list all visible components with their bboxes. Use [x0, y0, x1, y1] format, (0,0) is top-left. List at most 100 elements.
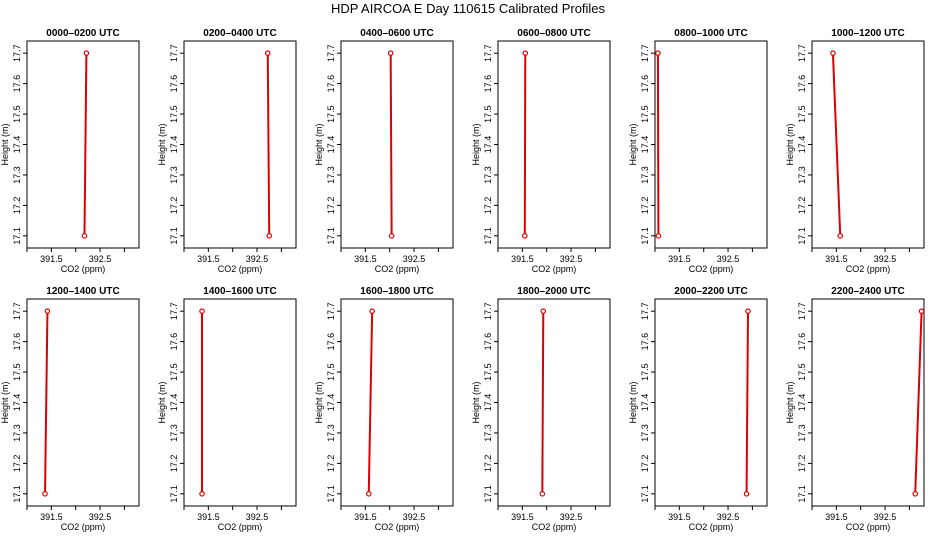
y-tick-label: 17.4	[797, 394, 807, 412]
x-axis-label: CO2 (ppm)	[218, 522, 263, 532]
y-tick-label: 17.6	[326, 75, 336, 93]
y-axis-label: Height (m)	[157, 381, 167, 423]
y-axis-label: Height (m)	[314, 123, 324, 165]
y-tick-label: 17.1	[640, 227, 650, 245]
y-tick-label: 17.7	[797, 44, 807, 62]
profile-panel: 0400–0600 UTC 391.5 392.5 17.1 17.2 17.3 17.4 1…	[314, 28, 454, 274]
data-point	[199, 308, 205, 314]
y-tick-label: 17.2	[483, 455, 493, 473]
y-tick-label: 17.3	[797, 424, 807, 442]
x-tick-label: 391.5	[40, 512, 63, 522]
profile-panel: 2000–2200 UTC 391.5 392.5 17.1 17.2 17.3 17.4 1…	[628, 286, 768, 532]
y-tick-label: 17.1	[797, 227, 807, 245]
x-tick-label: 392.5	[560, 254, 583, 264]
plot-frame	[340, 40, 454, 249]
y-tick-label: 17.6	[483, 333, 493, 351]
page-title: HDP AIRCOA E Day 110615 Calibrated Profi…	[330, 1, 606, 16]
data-point	[369, 308, 375, 314]
profile-line	[745, 311, 750, 494]
profile-panel: 1200–1400 UTC 391.5 392.5 17.1 17.2 17.3 17.4 1…	[0, 286, 140, 532]
x-axis-label: CO2 (ppm)	[61, 264, 106, 274]
y-tick-label: 17.7	[326, 44, 336, 62]
y-tick-label: 17.6	[483, 75, 493, 93]
x-tick-label: 392.5	[246, 254, 269, 264]
x-tick-label: 391.5	[825, 512, 848, 522]
profile-panel: 1400–1600 UTC 391.5 392.5 17.1 17.2 17.3 17.4 1…	[157, 286, 297, 532]
x-axis-label: CO2 (ppm)	[689, 522, 734, 532]
y-tick-label: 17.2	[797, 197, 807, 215]
x-tick-label: 391.5	[40, 254, 63, 264]
x-axis-label: CO2 (ppm)	[218, 264, 263, 274]
profile-line	[83, 53, 88, 236]
y-tick-label: 17.6	[12, 75, 22, 93]
panel-title: 2200–2400 UTC	[831, 286, 904, 297]
y-tick-label: 17.7	[12, 302, 22, 320]
x-axis-label: CO2 (ppm)	[375, 264, 420, 274]
x-tick-label: 392.5	[717, 254, 740, 264]
y-tick-label: 17.1	[483, 227, 493, 245]
x-tick-label: 392.5	[874, 512, 897, 522]
y-tick-label: 17.4	[640, 394, 650, 412]
y-tick-label: 17.2	[12, 455, 22, 473]
x-tick-label: 391.5	[511, 254, 534, 264]
x-tick-label: 391.5	[197, 512, 220, 522]
data-point	[388, 233, 395, 239]
y-axis-label: Height (m)	[314, 381, 324, 423]
data-point	[912, 491, 919, 497]
y-tick-label: 17.5	[797, 105, 807, 123]
y-axis-label: Height (m)	[471, 381, 481, 423]
profile-panel: 1000–1200 UTC 391.5 392.5 17.1 17.2 17.3 17.4 1…	[785, 28, 925, 274]
x-tick-label: 392.5	[89, 512, 112, 522]
profile-panel: 1600–1800 UTC 391.5 392.5 17.1 17.2 17.3 17.4 1…	[314, 286, 454, 532]
x-tick-label: 392.5	[403, 254, 426, 264]
y-tick-label: 17.5	[12, 363, 22, 381]
panel-title: 1200–1400 UTC	[46, 286, 119, 297]
y-tick-label: 17.4	[483, 136, 493, 154]
plot-frame	[654, 40, 768, 249]
data-point	[83, 50, 90, 56]
data-point	[837, 233, 844, 239]
x-tick-label: 392.5	[560, 512, 583, 522]
data-point	[81, 233, 88, 239]
y-tick-label: 17.6	[640, 333, 650, 351]
data-point	[918, 308, 925, 314]
y-tick-label: 17.3	[483, 424, 493, 442]
profile-panel: 0000–0200 UTC 391.5 392.5 17.1 17.2 17.3 17.4 1…	[0, 28, 140, 274]
x-tick-label: 391.5	[354, 254, 377, 264]
panel-title: 1400–1600 UTC	[203, 286, 276, 297]
y-tick-label: 17.2	[640, 197, 650, 215]
y-tick-label: 17.2	[169, 197, 179, 215]
y-tick-label: 17.5	[483, 363, 493, 381]
x-tick-label: 392.5	[717, 512, 740, 522]
y-tick-label: 17.2	[12, 197, 22, 215]
y-tick-label: 17.6	[797, 333, 807, 351]
y-tick-label: 17.6	[640, 75, 650, 93]
x-tick-label: 392.5	[403, 512, 426, 522]
data-point	[830, 50, 836, 56]
y-tick-label: 17.4	[12, 394, 22, 412]
data-point	[199, 491, 205, 497]
profile-line	[541, 311, 545, 494]
y-tick-label: 17.1	[326, 227, 336, 245]
y-tick-label: 17.2	[483, 197, 493, 215]
y-tick-label: 17.2	[169, 455, 179, 473]
profile-line	[44, 311, 49, 494]
x-tick-label: 391.5	[511, 512, 534, 522]
x-tick-label: 391.5	[668, 512, 691, 522]
profile-panel: 0600–0800 UTC 391.5 392.5 17.1 17.2 17.3 17.4 1…	[471, 28, 611, 274]
x-axis-label: CO2 (ppm)	[61, 522, 106, 532]
y-axis-label: Height (m)	[628, 381, 638, 423]
x-tick-label: 391.5	[668, 254, 691, 264]
y-tick-label: 17.2	[326, 455, 336, 473]
y-tick-label: 17.7	[169, 44, 179, 62]
y-tick-label: 17.6	[12, 333, 22, 351]
y-tick-label: 17.1	[12, 227, 22, 245]
y-axis-label: Height (m)	[0, 381, 10, 423]
panel-title: 1600–1800 UTC	[360, 286, 433, 297]
y-tick-label: 17.4	[169, 136, 179, 154]
panel-title: 2000–2200 UTC	[674, 286, 747, 297]
plot-frame	[654, 298, 768, 507]
y-axis-label: Height (m)	[157, 123, 167, 165]
y-tick-label: 17.3	[12, 166, 22, 184]
